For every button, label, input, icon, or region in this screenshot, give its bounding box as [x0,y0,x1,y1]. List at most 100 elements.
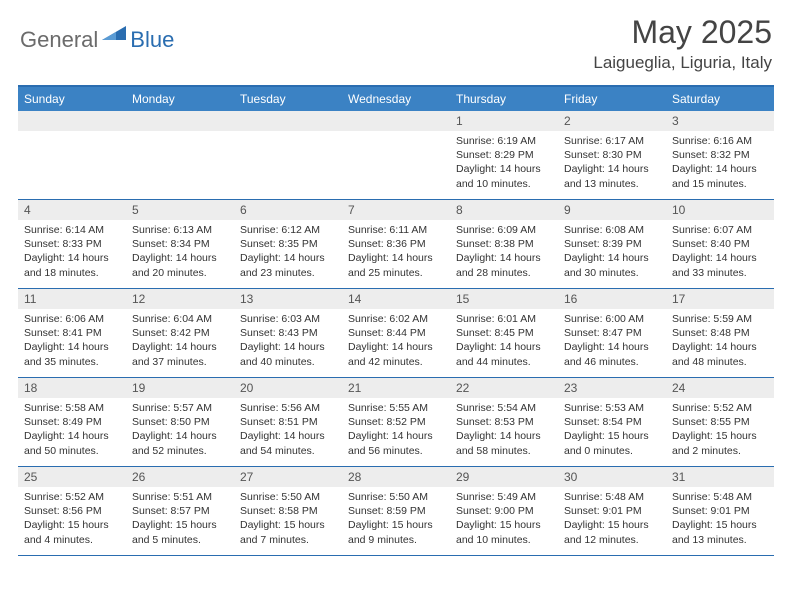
day-details: Sunrise: 6:17 AMSunset: 8:30 PMDaylight:… [558,131,666,195]
day-number: 2 [558,111,666,131]
day-details: Sunrise: 5:50 AMSunset: 8:59 PMDaylight:… [342,487,450,551]
day-number: 13 [234,289,342,309]
day-number: 30 [558,467,666,487]
day-number: 17 [666,289,774,309]
day-number: 12 [126,289,234,309]
day-number: 1 [450,111,558,131]
empty-day-header [234,111,342,131]
day-cell: 20Sunrise: 5:56 AMSunset: 8:51 PMDayligh… [234,378,342,466]
day-details: Sunrise: 6:01 AMSunset: 8:45 PMDaylight:… [450,309,558,373]
day-cell: 15Sunrise: 6:01 AMSunset: 8:45 PMDayligh… [450,289,558,377]
day-details: Sunrise: 6:12 AMSunset: 8:35 PMDaylight:… [234,220,342,284]
day-number: 20 [234,378,342,398]
day-cell: 21Sunrise: 5:55 AMSunset: 8:52 PMDayligh… [342,378,450,466]
week-row: 11Sunrise: 6:06 AMSunset: 8:41 PMDayligh… [18,289,774,378]
day-details: Sunrise: 5:59 AMSunset: 8:48 PMDaylight:… [666,309,774,373]
month-title: May 2025 [593,14,772,51]
day-of-week-header: SundayMondayTuesdayWednesdayThursdayFrid… [18,87,774,111]
day-cell: 19Sunrise: 5:57 AMSunset: 8:50 PMDayligh… [126,378,234,466]
day-number: 9 [558,200,666,220]
day-number: 24 [666,378,774,398]
day-number: 18 [18,378,126,398]
day-cell: 25Sunrise: 5:52 AMSunset: 8:56 PMDayligh… [18,467,126,555]
day-cell [18,111,126,199]
day-cell: 18Sunrise: 5:58 AMSunset: 8:49 PMDayligh… [18,378,126,466]
day-details: Sunrise: 5:58 AMSunset: 8:49 PMDaylight:… [18,398,126,462]
empty-day-header [18,111,126,131]
day-cell: 14Sunrise: 6:02 AMSunset: 8:44 PMDayligh… [342,289,450,377]
day-number: 27 [234,467,342,487]
week-row: 25Sunrise: 5:52 AMSunset: 8:56 PMDayligh… [18,467,774,556]
day-number: 14 [342,289,450,309]
day-cell [342,111,450,199]
dow-cell: Monday [126,87,234,111]
day-details: Sunrise: 5:51 AMSunset: 8:57 PMDaylight:… [126,487,234,551]
day-cell: 11Sunrise: 6:06 AMSunset: 8:41 PMDayligh… [18,289,126,377]
day-cell: 2Sunrise: 6:17 AMSunset: 8:30 PMDaylight… [558,111,666,199]
day-number: 15 [450,289,558,309]
day-cell: 24Sunrise: 5:52 AMSunset: 8:55 PMDayligh… [666,378,774,466]
day-cell: 9Sunrise: 6:08 AMSunset: 8:39 PMDaylight… [558,200,666,288]
day-number: 31 [666,467,774,487]
day-cell: 22Sunrise: 5:54 AMSunset: 8:53 PMDayligh… [450,378,558,466]
day-details: Sunrise: 5:55 AMSunset: 8:52 PMDaylight:… [342,398,450,462]
brand-triangle-icon [102,24,128,47]
day-number: 29 [450,467,558,487]
day-details: Sunrise: 6:08 AMSunset: 8:39 PMDaylight:… [558,220,666,284]
day-number: 21 [342,378,450,398]
day-cell: 4Sunrise: 6:14 AMSunset: 8:33 PMDaylight… [18,200,126,288]
day-cell: 26Sunrise: 5:51 AMSunset: 8:57 PMDayligh… [126,467,234,555]
day-cell: 27Sunrise: 5:50 AMSunset: 8:58 PMDayligh… [234,467,342,555]
empty-day-header [342,111,450,131]
day-details: Sunrise: 6:16 AMSunset: 8:32 PMDaylight:… [666,131,774,195]
day-details: Sunrise: 6:06 AMSunset: 8:41 PMDaylight:… [18,309,126,373]
day-cell: 1Sunrise: 6:19 AMSunset: 8:29 PMDaylight… [450,111,558,199]
day-cell [234,111,342,199]
day-number: 23 [558,378,666,398]
day-details: Sunrise: 5:57 AMSunset: 8:50 PMDaylight:… [126,398,234,462]
day-number: 19 [126,378,234,398]
dow-cell: Thursday [450,87,558,111]
day-details: Sunrise: 6:13 AMSunset: 8:34 PMDaylight:… [126,220,234,284]
day-details: Sunrise: 6:07 AMSunset: 8:40 PMDaylight:… [666,220,774,284]
day-details: Sunrise: 6:00 AMSunset: 8:47 PMDaylight:… [558,309,666,373]
dow-cell: Tuesday [234,87,342,111]
day-details: Sunrise: 5:54 AMSunset: 8:53 PMDaylight:… [450,398,558,462]
day-cell: 6Sunrise: 6:12 AMSunset: 8:35 PMDaylight… [234,200,342,288]
brand-text-2: Blue [130,27,174,53]
day-number: 25 [18,467,126,487]
day-details: Sunrise: 5:52 AMSunset: 8:55 PMDaylight:… [666,398,774,462]
day-details: Sunrise: 6:09 AMSunset: 8:38 PMDaylight:… [450,220,558,284]
day-details: Sunrise: 6:02 AMSunset: 8:44 PMDaylight:… [342,309,450,373]
day-cell: 16Sunrise: 6:00 AMSunset: 8:47 PMDayligh… [558,289,666,377]
day-number: 22 [450,378,558,398]
calendar-grid: SundayMondayTuesdayWednesdayThursdayFrid… [18,85,774,556]
day-details: Sunrise: 6:19 AMSunset: 8:29 PMDaylight:… [450,131,558,195]
day-number: 8 [450,200,558,220]
day-cell: 17Sunrise: 5:59 AMSunset: 8:48 PMDayligh… [666,289,774,377]
day-details: Sunrise: 5:49 AMSunset: 9:00 PMDaylight:… [450,487,558,551]
day-cell: 8Sunrise: 6:09 AMSunset: 8:38 PMDaylight… [450,200,558,288]
day-cell: 28Sunrise: 5:50 AMSunset: 8:59 PMDayligh… [342,467,450,555]
weeks-container: 1Sunrise: 6:19 AMSunset: 8:29 PMDaylight… [18,111,774,556]
empty-day-header [126,111,234,131]
day-number: 3 [666,111,774,131]
day-number: 28 [342,467,450,487]
week-row: 18Sunrise: 5:58 AMSunset: 8:49 PMDayligh… [18,378,774,467]
day-cell: 7Sunrise: 6:11 AMSunset: 8:36 PMDaylight… [342,200,450,288]
dow-cell: Sunday [18,87,126,111]
day-cell [126,111,234,199]
day-details: Sunrise: 5:48 AMSunset: 9:01 PMDaylight:… [666,487,774,551]
day-details: Sunrise: 5:48 AMSunset: 9:01 PMDaylight:… [558,487,666,551]
day-number: 5 [126,200,234,220]
day-cell: 10Sunrise: 6:07 AMSunset: 8:40 PMDayligh… [666,200,774,288]
page-header: General Blue May 2025 Laigueglia, Liguri… [0,0,792,79]
day-number: 7 [342,200,450,220]
brand-text-1: General [20,27,98,53]
week-row: 1Sunrise: 6:19 AMSunset: 8:29 PMDaylight… [18,111,774,200]
location-subtitle: Laigueglia, Liguria, Italy [593,53,772,73]
day-cell: 23Sunrise: 5:53 AMSunset: 8:54 PMDayligh… [558,378,666,466]
day-cell: 31Sunrise: 5:48 AMSunset: 9:01 PMDayligh… [666,467,774,555]
week-row: 4Sunrise: 6:14 AMSunset: 8:33 PMDaylight… [18,200,774,289]
day-details: Sunrise: 6:03 AMSunset: 8:43 PMDaylight:… [234,309,342,373]
